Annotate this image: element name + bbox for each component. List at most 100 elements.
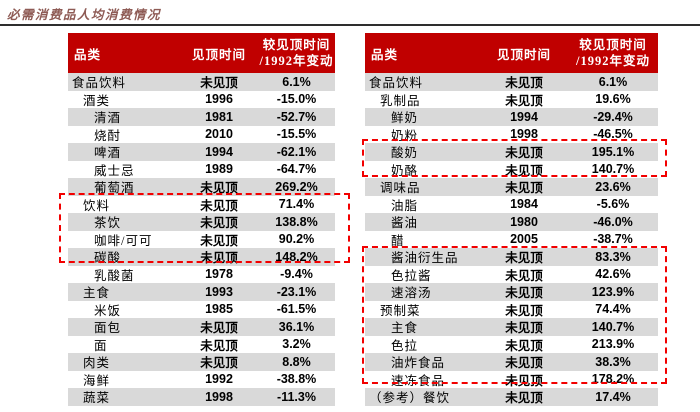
change-value-cell: 213.9% bbox=[591, 337, 635, 352]
category-cell: 酱油衍生品 bbox=[391, 251, 459, 266]
column-header-change-line1: 较见顶时间 bbox=[579, 37, 647, 52]
change-value-cell: -15.5% bbox=[276, 127, 317, 142]
peak-time-cell: 未见顶 bbox=[505, 163, 543, 178]
table-row: 鲜奶 1994 -29.4% bbox=[365, 108, 658, 126]
category-cell: 速溶汤 bbox=[391, 286, 432, 301]
peak-time-cell: 1994 bbox=[205, 144, 233, 159]
peak-time-cell: 未见顶 bbox=[505, 321, 543, 336]
table-row: 酸奶 未见顶 195.1% bbox=[365, 143, 658, 161]
category-cell: 醋 bbox=[391, 233, 405, 248]
peak-time-cell: 未见顶 bbox=[505, 286, 543, 301]
change-value-cell: 23.6% bbox=[595, 179, 631, 194]
table-row: 乳酸菌 1978 -9.4% bbox=[68, 265, 335, 283]
category-cell: 酒类 bbox=[83, 93, 111, 108]
table-left: 品类 见顶时间 较见顶时间 /1992年变动 食品饮料 未见顶 6.1% 酒类 1996… bbox=[68, 33, 335, 406]
change-value-cell: 3.2% bbox=[282, 337, 311, 352]
category-cell: 速冻食品 bbox=[391, 373, 446, 388]
category-cell: 色拉 bbox=[391, 338, 419, 353]
table-row: 主食 未见顶 140.7% bbox=[365, 318, 658, 336]
peak-time-cell: 1998 bbox=[510, 127, 538, 142]
column-header-category: 品类 bbox=[371, 47, 399, 62]
table-row: 乳制品 未见顶 19.6% bbox=[365, 90, 658, 108]
table-left-header: 品类 见顶时间 较见顶时间 /1992年变动 bbox=[68, 33, 335, 73]
table-row: 醋 2005 -38.7% bbox=[365, 230, 658, 248]
change-value-cell: 6.1% bbox=[282, 74, 311, 89]
title-divider-line bbox=[0, 24, 700, 26]
table-row: 酒类 1996 -15.0% bbox=[68, 90, 335, 108]
category-cell: 米饭 bbox=[94, 303, 122, 318]
change-value-cell: -15.0% bbox=[276, 92, 317, 107]
change-value-cell: -46.5% bbox=[593, 127, 633, 142]
table-row: 食品饮料 未见顶 6.1% bbox=[365, 73, 658, 91]
column-header-change-line2: /1992年变动 bbox=[576, 54, 650, 68]
table-row: 面包 未见顶 36.1% bbox=[68, 318, 335, 336]
table-row: 色拉 未见顶 213.9% bbox=[365, 335, 658, 353]
table-right-header: 品类 见顶时间 较见顶时间 /1992年变动 bbox=[365, 33, 658, 73]
peak-time-cell: 未见顶 bbox=[200, 198, 238, 213]
table-row: 面 未见顶 3.2% bbox=[68, 335, 335, 353]
peak-time-cell: 未见顶 bbox=[200, 251, 238, 266]
change-value-cell: 148.2% bbox=[275, 249, 318, 264]
change-value-cell: 38.3% bbox=[595, 354, 631, 369]
category-cell: （参考）餐饮 bbox=[369, 391, 451, 406]
change-value-cell: 71.4% bbox=[278, 197, 315, 212]
change-value-cell: 269.2% bbox=[275, 179, 318, 194]
category-cell: 主食 bbox=[83, 286, 111, 301]
table-row: 酱油 1980 -46.0% bbox=[365, 213, 658, 231]
peak-time-cell: 未见顶 bbox=[200, 233, 238, 248]
category-cell: 奶粉 bbox=[391, 128, 419, 143]
category-cell: 清酒 bbox=[94, 111, 122, 126]
table-row: 油炸食品 未见顶 38.3% bbox=[365, 353, 658, 371]
peak-time-cell: 未见顶 bbox=[200, 216, 238, 231]
table-row: 食品饮料 未见顶 6.1% bbox=[68, 73, 335, 91]
table-row: 色拉酱 未见顶 42.6% bbox=[365, 265, 658, 283]
category-cell: 茶饮 bbox=[94, 216, 122, 231]
table-row: 茶饮 未见顶 138.8% bbox=[68, 213, 335, 231]
change-value-cell: 8.8% bbox=[282, 354, 311, 369]
change-value-cell: -64.7% bbox=[276, 162, 317, 177]
table-row: 预制菜 未见顶 74.4% bbox=[365, 300, 658, 318]
category-cell: 酱油 bbox=[391, 216, 419, 231]
table-left-rows: 食品饮料 未见顶 6.1% 酒类 1996 -15.0% 清酒 1981 -52.7% 烧酎 201… bbox=[68, 73, 335, 406]
peak-time-cell: 1984 bbox=[510, 197, 538, 212]
category-cell: 蔬菜 bbox=[83, 391, 111, 406]
change-value-cell: 74.4% bbox=[595, 302, 631, 317]
table-row: 清酒 1981 -52.7% bbox=[68, 108, 335, 126]
figure-title: 必需消费品人均消费情况 bbox=[7, 8, 162, 22]
peak-time-cell: 1989 bbox=[205, 162, 233, 177]
change-value-cell: -61.5% bbox=[276, 302, 317, 317]
table-row: 米饭 1985 -61.5% bbox=[68, 300, 335, 318]
category-cell: 肉类 bbox=[83, 356, 111, 371]
category-cell: 色拉酱 bbox=[391, 268, 432, 283]
table-row: 酱油衍生品 未见顶 83.3% bbox=[365, 248, 658, 266]
peak-time-cell: 未见顶 bbox=[505, 146, 543, 161]
category-cell: 食品饮料 bbox=[72, 76, 127, 91]
peak-time-cell: 未见顶 bbox=[200, 76, 238, 91]
peak-time-cell: 未见顶 bbox=[505, 338, 543, 353]
peak-time-cell: 未见顶 bbox=[200, 321, 238, 336]
table-row: （参考）餐饮 未见顶 17.4% bbox=[365, 388, 658, 406]
category-cell: 面包 bbox=[94, 321, 122, 336]
peak-time-cell: 1978 bbox=[205, 267, 233, 282]
column-header-change-line2: /1992年变动 bbox=[259, 54, 334, 68]
peak-time-cell: 未见顶 bbox=[505, 356, 543, 371]
change-value-cell: 36.1% bbox=[278, 319, 315, 334]
category-cell: 乳酸菌 bbox=[94, 268, 135, 283]
table-row: 烧酎 2010 -15.5% bbox=[68, 125, 335, 143]
category-cell: 油炸食品 bbox=[391, 356, 446, 371]
category-cell: 主食 bbox=[391, 321, 419, 336]
category-cell: 预制菜 bbox=[380, 303, 421, 318]
change-value-cell: -38.8% bbox=[276, 372, 317, 387]
change-value-cell: 6.1% bbox=[598, 74, 628, 89]
change-value-cell: 178.2% bbox=[591, 372, 635, 387]
category-cell: 碳酸 bbox=[94, 251, 122, 266]
category-cell: 海鲜 bbox=[83, 373, 111, 388]
change-value-cell: -5.6% bbox=[596, 197, 630, 212]
change-value-cell: 17.4% bbox=[595, 389, 631, 404]
peak-time-cell: 未见顶 bbox=[505, 181, 543, 196]
change-value-cell: 123.9% bbox=[591, 284, 635, 299]
table-row: 海鲜 1992 -38.8% bbox=[68, 370, 335, 388]
peak-time-cell: 2010 bbox=[205, 127, 233, 142]
change-value-cell: -46.0% bbox=[593, 214, 633, 229]
